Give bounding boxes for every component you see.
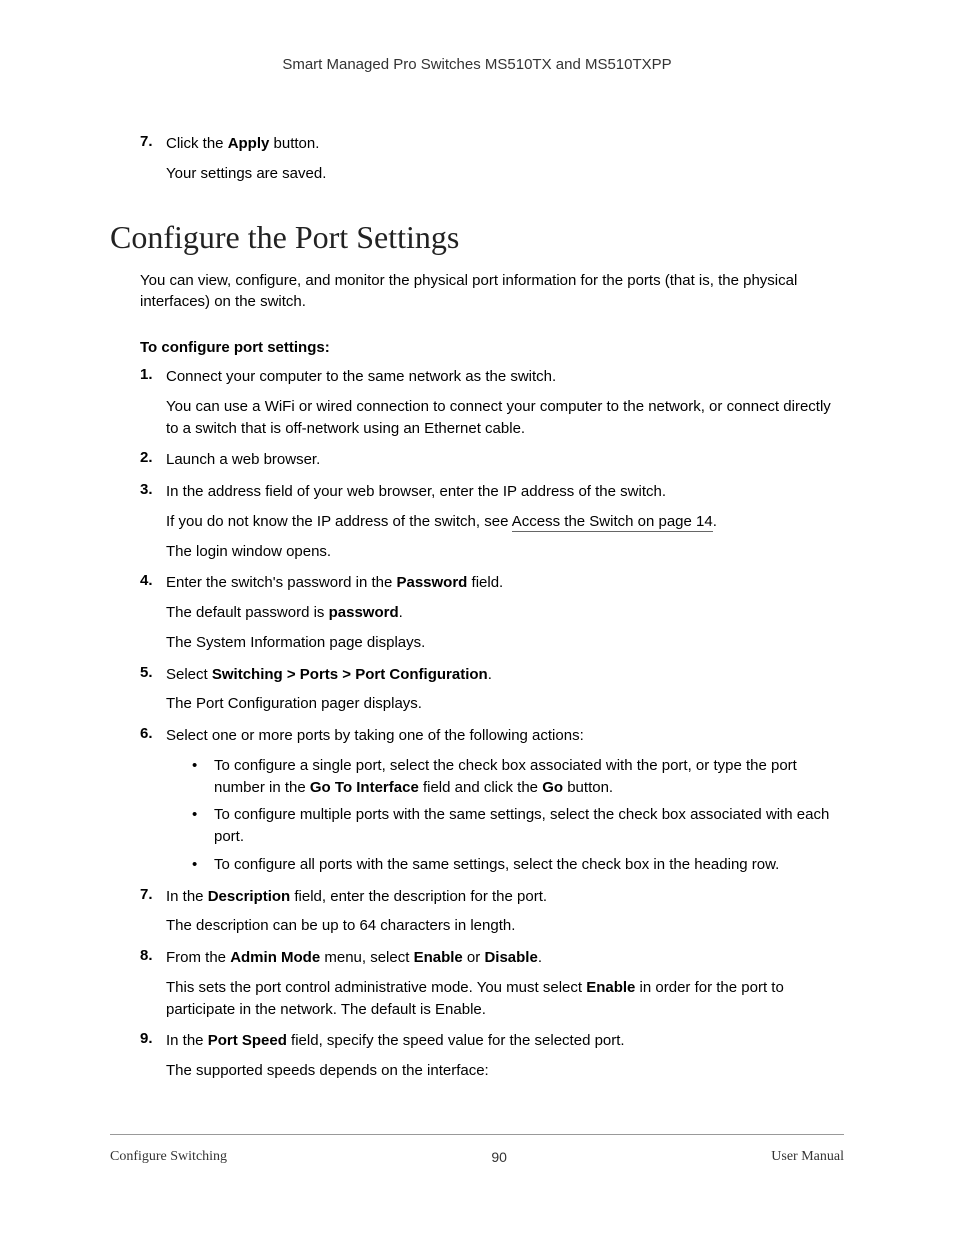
text: This sets the port control administrativ… [166,979,586,996]
text: The Port Configuration pager displays. [166,693,844,715]
footer-page-number: 90 [491,1149,507,1165]
text: You can use a WiFi or wired connection t… [166,396,844,440]
text: Enter the switch's password in the [166,574,396,591]
step-number: 2. [140,449,166,471]
footer-section-name: Configure Switching [110,1149,227,1165]
text: From the [166,949,230,966]
page-header-title: Smart Managed Pro Switches MS510TX and M… [110,56,844,73]
text: button. [563,779,613,796]
bullet-icon: • [192,755,214,799]
footer-doc-type: User Manual [771,1149,844,1165]
step-number: 7. [140,133,166,185]
footer-rule [110,1134,844,1135]
text: Your settings are saved. [166,163,844,185]
step-number: 9. [140,1030,166,1082]
bullet-3: • To configure all ports with the same s… [166,854,844,876]
step-body: In the Description field, enter the desc… [166,886,844,938]
text: button. [269,135,319,152]
bullet-2: • To configure multiple ports with the s… [166,804,844,848]
procedure-subhead: To configure port settings: [140,339,844,356]
enable-label: Enable [414,949,463,966]
text: or [463,949,485,966]
text: field. [467,574,503,591]
step-1: 1. Connect your computer to the same net… [140,366,844,439]
bullet-icon: • [192,854,214,876]
step-number: 5. [140,664,166,716]
text: . [399,604,403,621]
bullet-text: To configure a single port, select the c… [214,755,844,799]
bullet-text: To configure multiple ports with the sam… [214,804,844,848]
text: field, specify the speed value for the s… [287,1032,625,1049]
text: Select [166,666,212,683]
text: The System Information page displays. [166,632,844,654]
step-body: Select Switching > Ports > Port Configur… [166,664,844,716]
text: If you do not know the IP address of the… [166,513,512,530]
step-5: 5. Select Switching > Ports > Port Confi… [140,664,844,716]
step-number: 3. [140,481,166,562]
goto-interface-label: Go To Interface [310,779,419,796]
step-body: Enter the switch's password in the Passw… [166,572,844,653]
go-button-label: Go [542,779,563,796]
step-number: 8. [140,947,166,1020]
text: In the address field of your web browser… [166,481,844,503]
page-footer: Configure Switching 90 User Manual [110,1134,844,1165]
cross-reference-link[interactable]: Access the Switch on page 14 [512,513,713,532]
step-number: 7. [140,886,166,938]
password-field-label: Password [396,574,467,591]
step-7: 7. In the Description field, enter the d… [140,886,844,938]
disable-label: Disable [484,949,537,966]
page: Smart Managed Pro Switches MS510TX and M… [0,0,954,1235]
step-3: 3. In the address field of your web brow… [140,481,844,562]
step-number: 4. [140,572,166,653]
step-number: 1. [140,366,166,439]
step-6: 6. Select one or more ports by taking on… [140,725,844,876]
section-heading: Configure the Port Settings [110,219,844,256]
step-body: Select one or more ports by taking one o… [166,725,844,876]
text: The description can be up to 64 characte… [166,915,844,937]
text: The supported speeds depends on the inte… [166,1060,844,1082]
bullet-1: • To configure a single port, select the… [166,755,844,799]
prev-step-7: 7. Click the Apply button. Your settings… [140,133,844,185]
text: Click the [166,135,228,152]
step-body: From the Admin Mode menu, select Enable … [166,947,844,1020]
step-4: 4. Enter the switch's password in the Pa… [140,572,844,653]
step-8: 8. From the Admin Mode menu, select Enab… [140,947,844,1020]
port-speed-label: Port Speed [208,1032,287,1049]
text: In the [166,1032,208,1049]
description-field-label: Description [208,888,291,905]
text: Connect your computer to the same networ… [166,366,844,388]
step-body: Launch a web browser. [166,449,844,471]
step-body: Connect your computer to the same networ… [166,366,844,439]
apply-label: Apply [228,135,270,152]
text: Select one or more ports by taking one o… [166,725,844,747]
footer-row: Configure Switching 90 User Manual [110,1149,844,1165]
text: The default password is [166,604,329,621]
step-body: Click the Apply button. Your settings ar… [166,133,844,185]
section-intro: You can view, configure, and monitor the… [140,270,844,314]
enable-label: Enable [586,979,635,996]
step-body: In the Port Speed field, specify the spe… [166,1030,844,1082]
bullet-icon: • [192,804,214,848]
admin-mode-label: Admin Mode [230,949,320,966]
text: . [488,666,492,683]
bullet-text: To configure all ports with the same set… [214,854,844,876]
step-number: 6. [140,725,166,876]
step-2: 2. Launch a web browser. [140,449,844,471]
text: . [538,949,542,966]
text: menu, select [320,949,413,966]
text: The login window opens. [166,541,844,563]
text: field and click the [419,779,542,796]
step-body: In the address field of your web browser… [166,481,844,562]
step-9: 9. In the Port Speed field, specify the … [140,1030,844,1082]
text: . [713,513,717,530]
text: In the [166,888,208,905]
menu-path: Switching > Ports > Port Configuration [212,666,488,683]
default-password: password [329,604,399,621]
text: Launch a web browser. [166,449,844,471]
text: field, enter the description for the por… [290,888,547,905]
page-content: 7. Click the Apply button. Your settings… [110,133,844,1082]
